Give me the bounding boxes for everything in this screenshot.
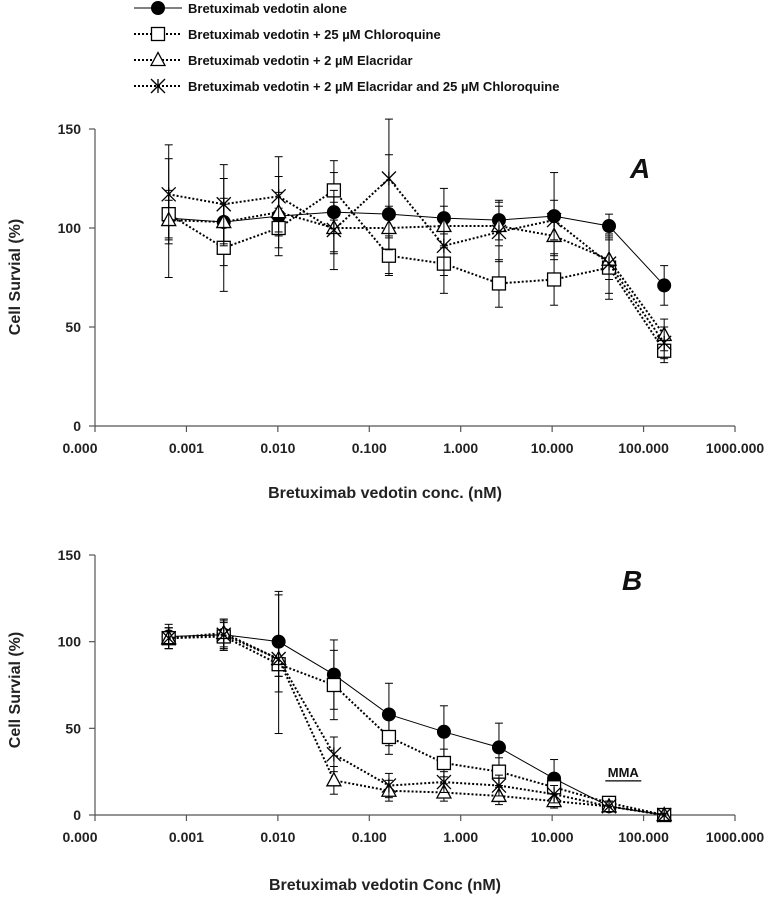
x-axis-title: Bretuximab vedotin Conc (nM) — [269, 877, 501, 894]
x-tick-label: 0.001 — [169, 829, 204, 845]
legend-item: Bretuximab vedotin + 2 µM Elacridar and … — [134, 78, 559, 94]
y-tick-label: 100 — [58, 220, 82, 236]
panel-label: A — [629, 153, 650, 184]
x-tick-label: 0.001 — [169, 440, 204, 456]
legend-item: Bretuximab vedotin + 2 µM Elacridar — [134, 51, 413, 68]
data-point — [656, 807, 672, 823]
data-point — [601, 256, 617, 272]
legend-item: Bretuximab vedotin alone — [134, 1, 347, 16]
series-line — [168, 211, 665, 286]
data-point — [326, 677, 342, 693]
y-tick-label: 0 — [73, 807, 81, 823]
legend-marker-star — [150, 78, 166, 94]
series-3 — [160, 618, 673, 822]
x-tick-label: 10.000 — [531, 829, 574, 845]
series-line — [168, 177, 665, 344]
series-line — [168, 189, 666, 352]
series-line — [168, 635, 665, 816]
data-point — [657, 278, 672, 293]
data-point — [326, 222, 342, 238]
data-point — [546, 212, 562, 228]
y-axis-title: Cell Survial (%) — [7, 219, 24, 335]
data-point — [656, 335, 672, 351]
x-tick-label: 100.000 — [618, 829, 669, 845]
annotation-mma: MMA — [608, 765, 640, 780]
data-point — [381, 729, 397, 745]
series-line — [168, 211, 665, 336]
data-point — [325, 771, 342, 787]
x-tick-label: 1.000 — [443, 440, 478, 456]
y-tick-label: 50 — [65, 720, 81, 736]
x-tick-label: 0.010 — [260, 440, 295, 456]
data-point — [436, 238, 452, 254]
data-point — [381, 171, 397, 186]
legend-marker-triangle-open — [149, 51, 167, 67]
series-4 — [161, 118, 672, 360]
data-point — [601, 798, 617, 814]
data-point — [436, 755, 452, 771]
x-tick-label: 1000.000 — [706, 440, 765, 456]
data-point — [216, 196, 232, 212]
x-tick-label: 1.000 — [443, 829, 478, 845]
series-2 — [161, 160, 672, 364]
data-point — [602, 219, 617, 234]
data-point — [381, 707, 396, 722]
x-tick-label: 0.000 — [62, 829, 97, 845]
series-line — [168, 631, 665, 816]
data-point — [161, 186, 177, 202]
y-tick-label: 150 — [58, 121, 82, 137]
y-axis-title: Cell Survial (%) — [7, 632, 24, 748]
data-point — [381, 778, 397, 793]
data-point — [546, 786, 562, 802]
series-2 — [161, 594, 672, 823]
data-point — [436, 774, 452, 790]
legend-label: Bretuximab vedotin + 25 µM Chloroquine — [188, 27, 441, 42]
legend-label: Bretuximab vedotin + 2 µM Elacridar and … — [188, 79, 559, 94]
x-axis-title: Bretuximab vedotin conc. (nM) — [268, 485, 502, 502]
panel-b-chart: 0 50 100 150 0.000 0.001 0.010 0.100 1.000 10.000… — [7, 547, 764, 894]
data-point — [271, 188, 287, 204]
data-point — [271, 651, 287, 667]
data-point — [491, 778, 507, 793]
data-point — [491, 224, 507, 240]
data-point — [436, 724, 451, 739]
data-point — [546, 272, 562, 287]
legend-label: Bretuximab vedotin + 2 µM Elacridar — [188, 53, 413, 68]
x-tick-label: 1000.000 — [706, 829, 765, 845]
x-tick-label: 0.100 — [352, 440, 387, 456]
data-point — [326, 746, 342, 762]
legend-marker-square-open — [150, 26, 166, 42]
data-point — [161, 630, 177, 646]
series-line — [168, 634, 665, 816]
legend-item: Bretuximab vedotin + 25 µM Chloroquine — [134, 26, 441, 42]
y-tick-label: 100 — [58, 634, 82, 650]
x-tick-label: 100.000 — [618, 440, 669, 456]
y-tick-label: 150 — [58, 547, 82, 563]
data-point — [491, 276, 507, 291]
series-1 — [161, 590, 672, 822]
legend-label: Bretuximab vedotin alone — [188, 1, 347, 16]
x-tick-label: 10.000 — [531, 440, 574, 456]
series-line — [168, 633, 665, 816]
series-1 — [161, 154, 672, 306]
y-tick-label: 0 — [73, 418, 81, 434]
legend: Bretuximab vedotin alone Bretuximab vedot… — [134, 1, 559, 94]
panel-a-chart: 0 50 100 150 0.000 0.001 0.010 0.100 1.000 10.000… — [7, 118, 765, 502]
x-tick-label: 0.000 — [62, 440, 97, 456]
data-point — [216, 627, 232, 643]
y-tick-label: 50 — [65, 319, 81, 335]
data-point — [491, 740, 506, 755]
data-point — [381, 248, 397, 263]
series-4 — [161, 620, 672, 823]
x-tick-label: 0.010 — [260, 829, 295, 845]
legend-marker-circle-filled — [151, 1, 165, 15]
panel-label: B — [622, 565, 642, 596]
x-tick-label: 0.100 — [352, 829, 387, 845]
